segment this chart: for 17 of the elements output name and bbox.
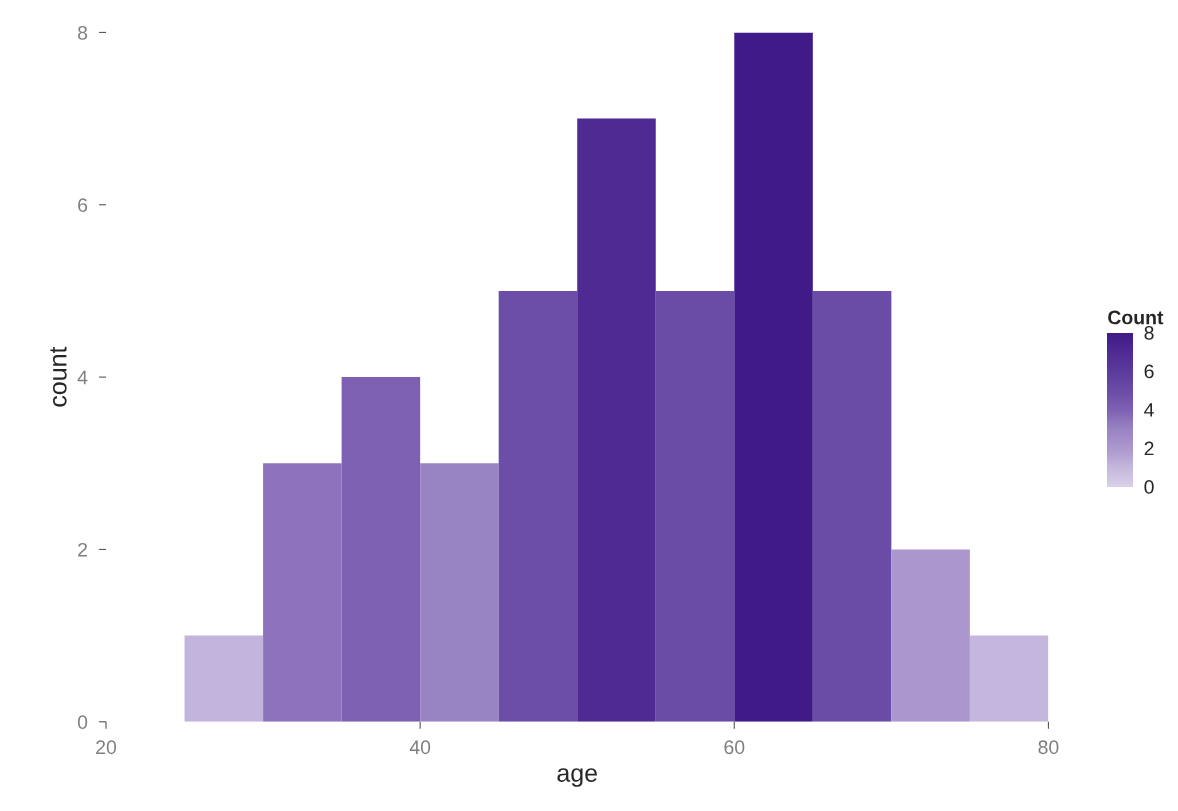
- x-tick-label: 40: [409, 740, 431, 755]
- color-bar-label: 0: [1144, 480, 1154, 494]
- color-bar-label: 2: [1144, 441, 1154, 456]
- y-tick-label: 4: [77, 370, 88, 385]
- color-bar-label: 6: [1144, 364, 1154, 379]
- x-tick-label: 20: [96, 740, 117, 755]
- y-tick-label: 8: [78, 25, 88, 40]
- y-tick-label: 0: [77, 715, 88, 730]
- color-bar-label: 4: [1144, 403, 1154, 417]
- color-bar-label: 8: [1144, 325, 1154, 340]
- x-tick-label: 80: [1038, 740, 1059, 755]
- y-tick-label: 6: [78, 198, 88, 213]
- y-tick-label: 2: [78, 542, 87, 557]
- y-axis-title: count: [50, 346, 67, 407]
- x-tick-label: 60: [724, 740, 745, 755]
- x-axis-title: age: [557, 768, 597, 787]
- color-bar-title: Count: [1108, 310, 1164, 325]
